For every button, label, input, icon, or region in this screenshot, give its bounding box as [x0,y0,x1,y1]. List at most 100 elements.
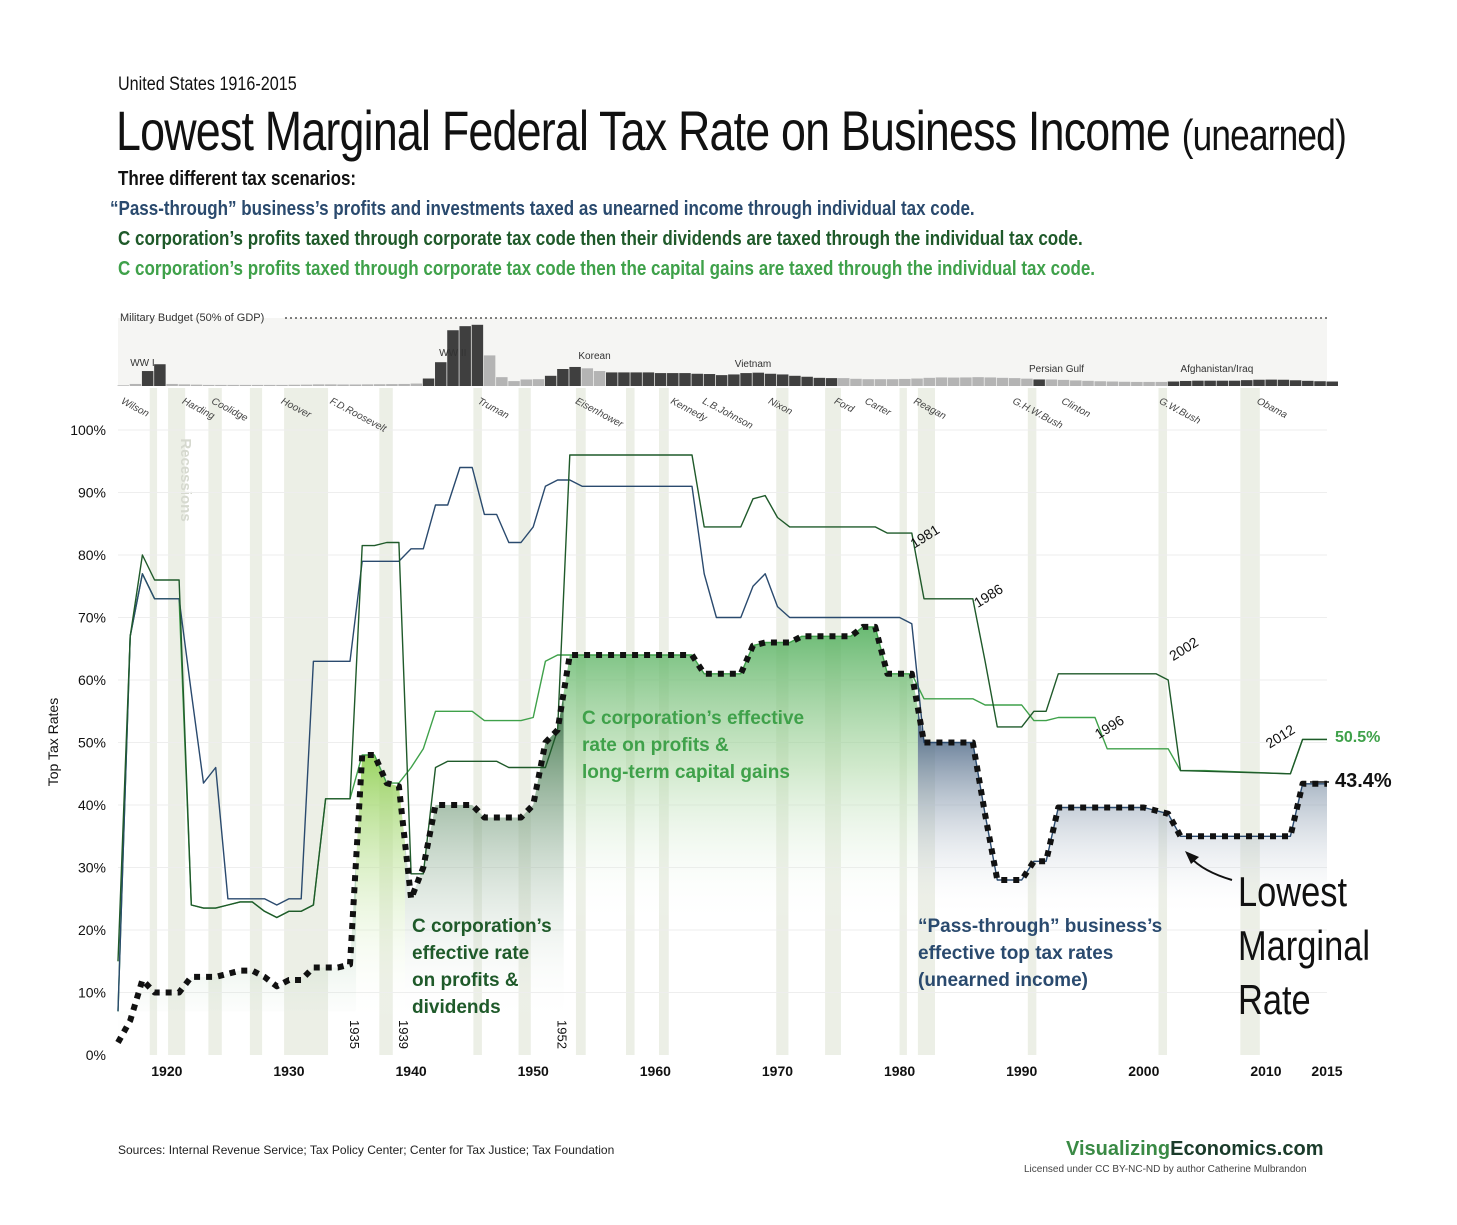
recession-band [1027,388,1037,1055]
y-tick-label: 80% [78,547,106,563]
war-label: Vietnam [735,359,772,370]
military-bar [557,369,569,386]
dividends-area-annotation: dividends [412,997,501,1018]
x-tick-label: 2010 [1250,1063,1281,1079]
military-bar [813,377,826,386]
military-bar [1204,380,1216,386]
military-bar [129,383,142,386]
x-tick-label: 1940 [396,1063,427,1079]
military-bar [886,379,899,386]
dividends-line [117,454,1327,962]
military-bar [960,377,972,386]
capgains-area [563,626,918,1024]
military-bar [752,372,765,386]
military-bar [1045,379,1058,386]
military-bar [386,384,398,386]
military-bar [1302,380,1314,386]
military-bar [398,383,410,386]
military-bar [679,373,691,386]
year-marker-label: 1939 [396,1020,411,1049]
chart-title-paren: (unearned) [1181,111,1347,160]
y-tick-label: 10% [78,985,106,1001]
military-bar [410,383,423,386]
military-bar [190,384,203,386]
military-bar [1008,378,1021,386]
military-bar [483,355,496,386]
area-fills [118,626,1327,1043]
recession-band [284,388,329,1055]
military-bar [1155,381,1168,386]
military-bar [1033,379,1045,386]
military-bar [1179,380,1192,386]
military-bar [1143,381,1155,386]
reform-year-label: 1986 [971,580,1006,610]
passthrough-area-annotation: effective top tax rates [918,943,1113,964]
military-bar [276,384,288,386]
military-bar [496,377,508,386]
military-bar [1021,378,1033,386]
dividends-area [405,692,564,1024]
president-label: Carter [863,396,893,419]
y-tick-label: 0% [86,1047,106,1063]
dividends-area-annotation: on profits & [412,970,519,991]
passthrough-area-annotation: (unearned income) [918,970,1088,991]
series-lines [115,454,1327,1044]
military-bar [1326,381,1338,386]
military-bar [117,385,129,386]
lowest-end-label: 43.4% [1335,770,1392,792]
y-tick-label: 100% [70,422,106,438]
military-bar [1082,380,1094,386]
military-bar [264,384,276,386]
recession-band [249,388,263,1055]
brand-part-a: Visualizing [1066,1138,1171,1160]
lowest-arrow-head [1185,851,1199,864]
scenario-dividends: C corporation’s profits taxed through co… [118,228,1083,250]
axes: 0% 10% 20% 30% 40% 50% 60% 70% 80% 90% 100% Top Tax… [45,422,1343,1079]
president-label: Clinton [1059,396,1092,421]
brand-logo: VisualizingEconomics.com [1066,1138,1324,1161]
military-bar [508,381,520,386]
military-bar [300,384,313,386]
military-bar [630,372,642,386]
military-bar [544,375,557,386]
war-label: WW II [439,348,466,359]
recession-band [473,388,482,1055]
military-bar [1106,381,1119,386]
military-bar [166,383,178,386]
recession-band [208,388,222,1055]
military-bar [447,330,459,386]
military-bar [996,377,1009,386]
capgains-area-annotation: C corporation’s effective [582,708,804,729]
military-bar [984,377,997,386]
military-bar [312,384,325,386]
passthrough-area [917,708,1327,918]
scenario-capgains: C corporation’s profits taxed through co… [118,258,1096,280]
military-bar [1057,379,1070,386]
x-tick-label: 1960 [640,1063,671,1079]
military-bar [1241,380,1253,386]
military-bar [373,384,386,386]
military-bar [141,371,154,386]
x-tick-label: 2015 [1311,1063,1342,1079]
military-bar [361,384,374,386]
war-label: Afghanistan/Iraq [1180,364,1253,375]
military-bar [520,379,532,386]
military-bar [471,324,484,386]
military-bar [288,384,300,386]
early-area [118,859,357,1043]
military-bar [239,384,252,386]
y-tick-label: 70% [78,610,106,626]
military-bar [422,378,435,386]
x-tick-label: 1990 [1006,1063,1037,1079]
chart-title: Lowest Marginal Federal Tax Rate on Busi… [116,98,1347,163]
military-bar [642,372,655,386]
lowest-rate-annotation: Rate [1238,977,1311,1024]
military-bar [1192,380,1204,386]
chart-title-main: Lowest Marginal Federal Tax Rate on Busi… [116,99,1171,162]
reform-year-label: 2002 [1166,634,1201,664]
war-label: Korean [578,351,610,362]
military-bar [435,362,447,386]
reform-year-label: 2012 [1263,721,1298,751]
military-bar [715,375,728,386]
passthrough-area-annotation: “Pass-through” business’s [918,916,1162,937]
